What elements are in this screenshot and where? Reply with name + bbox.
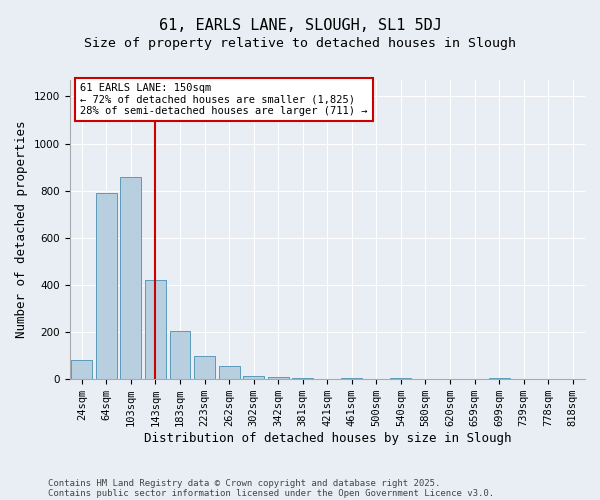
Bar: [341, 378, 362, 379]
Text: Contains HM Land Registry data © Crown copyright and database right 2025.: Contains HM Land Registry data © Crown c…: [48, 478, 440, 488]
Bar: [96, 193, 117, 379]
Text: Contains public sector information licensed under the Open Government Licence v3: Contains public sector information licen…: [48, 488, 494, 498]
Bar: [488, 378, 509, 379]
Text: 61 EARLS LANE: 150sqm
← 72% of detached houses are smaller (1,825)
28% of semi-d: 61 EARLS LANE: 150sqm ← 72% of detached …: [80, 83, 367, 116]
Bar: [145, 280, 166, 379]
Text: 61, EARLS LANE, SLOUGH, SL1 5DJ: 61, EARLS LANE, SLOUGH, SL1 5DJ: [158, 18, 442, 32]
Bar: [292, 378, 313, 379]
Bar: [218, 366, 239, 379]
Bar: [121, 176, 142, 379]
Y-axis label: Number of detached properties: Number of detached properties: [15, 121, 28, 338]
Bar: [391, 378, 412, 379]
Text: Size of property relative to detached houses in Slough: Size of property relative to detached ho…: [84, 38, 516, 51]
X-axis label: Distribution of detached houses by size in Slough: Distribution of detached houses by size …: [143, 432, 511, 445]
Bar: [170, 331, 190, 379]
Bar: [243, 376, 264, 379]
Bar: [194, 356, 215, 379]
Bar: [268, 377, 289, 379]
Bar: [71, 360, 92, 379]
